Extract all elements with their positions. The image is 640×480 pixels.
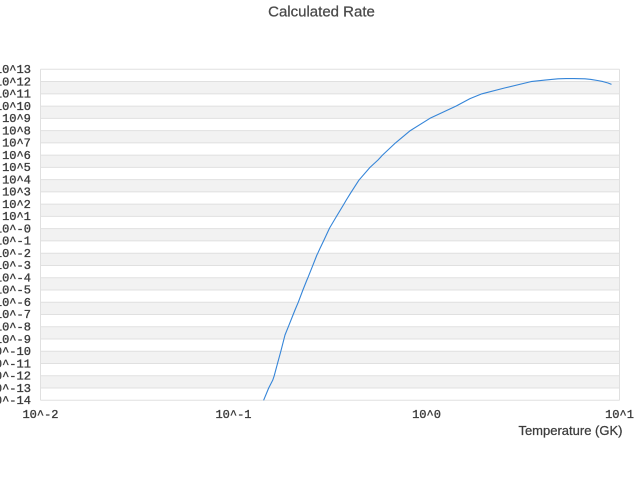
svg-text:10^-6: 10^-6 [0,296,31,310]
svg-text:10^-1: 10^-1 [215,408,251,422]
svg-text:10^0: 10^0 [412,408,441,422]
svg-text:10^10: 10^10 [0,100,31,114]
svg-text:10^-4: 10^-4 [0,271,31,285]
svg-text:10^-8: 10^-8 [0,320,31,334]
svg-text:10^-12: 10^-12 [0,370,31,384]
svg-text:10^9: 10^9 [2,112,31,126]
svg-text:10^-0: 10^-0 [0,222,31,236]
svg-text:10^7: 10^7 [2,137,31,151]
svg-text:Temperature (GK): Temperature (GK) [518,423,622,438]
svg-text:10^-14: 10^-14 [0,394,31,408]
svg-text:10^-1: 10^-1 [0,235,31,249]
svg-text:10^-10: 10^-10 [0,345,31,359]
svg-text:10^-2: 10^-2 [0,247,31,261]
svg-text:10^-2: 10^-2 [22,408,58,422]
svg-text:10^-13: 10^-13 [0,382,31,396]
svg-text:Calculated Rate: Calculated Rate [268,4,375,21]
svg-text:10^5: 10^5 [2,161,31,175]
svg-text:10^1: 10^1 [605,408,634,422]
svg-text:10^8: 10^8 [2,124,31,138]
svg-text:10^-3: 10^-3 [0,259,31,273]
svg-text:10^3: 10^3 [2,186,31,200]
svg-text:10^6: 10^6 [2,149,31,163]
svg-text:10^4: 10^4 [2,173,31,187]
svg-text:10^13: 10^13 [0,63,31,77]
svg-text:10^1: 10^1 [2,210,31,224]
svg-text:10^-9: 10^-9 [0,333,31,347]
svg-text:10^12: 10^12 [0,75,31,89]
svg-text:10^11: 10^11 [0,88,31,102]
svg-text:10^-11: 10^-11 [0,357,31,371]
svg-text:10^-7: 10^-7 [0,308,31,322]
svg-text:10^2: 10^2 [2,198,31,212]
svg-text:10^-5: 10^-5 [0,284,31,298]
